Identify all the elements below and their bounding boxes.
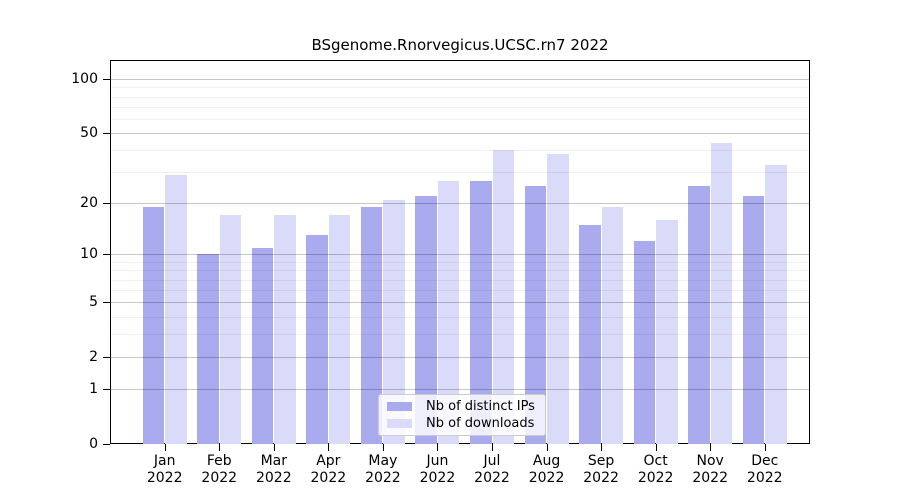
x-axis-tick-label: Aug 2022 [515,453,579,487]
x-axis-year-label: 2022 [255,470,292,486]
x-axis-month-label: Oct [643,453,668,469]
y-axis-tick-label: 20 [80,195,98,212]
x-axis-month-label: Apr [316,453,341,469]
x-axis-tick-label: Feb 2022 [187,453,251,487]
y-axis-tick [103,254,110,256]
x-axis-year-label: 2022 [528,470,565,486]
y-axis-tick-label: 10 [80,246,98,263]
x-axis-month-label: May [368,453,398,469]
x-axis-year-label: 2022 [201,470,238,486]
x-axis-year-label: 2022 [365,470,401,486]
legend-item: Nb of distinct IPs [387,399,537,414]
x-axis-year-label: 2022 [474,470,510,486]
x-axis-month-label: Feb [206,453,232,469]
x-axis-month-label: Jan [153,453,176,469]
x-axis-year-label: 2022 [746,470,783,486]
y-axis-tick [103,79,110,81]
y-axis-tick-label: 0 [89,436,98,452]
x-axis-month-label: Nov [696,453,724,469]
x-axis-tick-label: Nov 2022 [678,453,742,487]
x-axis-month-label: Jun [426,453,449,469]
y-axis-tick [103,302,110,304]
legend-label: Nb of distinct IPs [426,399,535,414]
y-axis-tick-label: 5 [89,294,98,311]
legend-item: Nb of downloads [387,416,537,431]
x-axis-tick [273,444,275,451]
x-axis-year-label: 2022 [146,470,183,486]
x-axis-month-label: Aug [532,453,561,469]
y-axis-tick-label: 2 [89,349,98,366]
x-axis-tick-label: Jun 2022 [405,453,469,487]
x-axis-tick-label: Jul 2022 [460,453,524,487]
x-axis-tick [328,444,330,451]
y-axis-tick [103,133,110,135]
x-axis-month-label: Sep [587,453,615,469]
x-axis-tick-label: Oct 2022 [624,453,688,487]
x-axis-tick [219,444,221,451]
chart-title: BSgenome.Rnorvegicus.UCSC.rn7 2022 [311,36,609,54]
legend: Nb of distinct IPs Nb of downloads [378,394,546,436]
y-axis-tick-label: 50 [80,125,98,142]
x-axis-tick-label: May 2022 [351,453,415,487]
legend-swatch-downloads [387,419,412,428]
x-axis-tick [546,444,548,451]
x-axis-year-label: 2022 [692,470,728,486]
x-axis-tick [710,444,712,451]
x-axis-tick-label: Sep 2022 [569,453,633,487]
x-axis-tick-label: Mar 2022 [242,453,306,487]
x-axis-month-label: Mar [260,453,287,469]
x-axis-tick-label: Dec 2022 [733,453,797,487]
x-axis-tick [492,444,493,451]
x-axis-tick-label: Jan 2022 [133,453,197,487]
y-axis-tick [103,203,110,205]
x-axis-year-label: 2022 [310,470,347,486]
y-axis-tick [103,389,110,391]
x-axis-tick [764,444,766,451]
legend-swatch-distinct-ips [387,402,412,411]
x-axis-year-label: 2022 [583,470,619,486]
x-axis-month-label: Jul [483,453,501,469]
legend-label: Nb of downloads [426,416,535,431]
x-axis-year-label: 2022 [419,470,456,486]
x-axis-year-label: 2022 [637,470,674,486]
y-axis-tick [103,357,110,359]
plot-area [110,60,810,444]
x-axis-tick [655,444,657,451]
y-axis-tick-label: 1 [89,381,98,398]
x-axis-tick [437,444,439,451]
x-axis-tick [382,444,384,451]
x-axis-tick-label: Apr 2022 [296,453,360,487]
x-axis-tick [164,444,166,451]
x-axis-tick [601,444,603,451]
y-axis-tick-label: 100 [71,71,98,88]
y-axis-tick [103,444,110,445]
x-axis-month-label: Dec [751,453,779,469]
